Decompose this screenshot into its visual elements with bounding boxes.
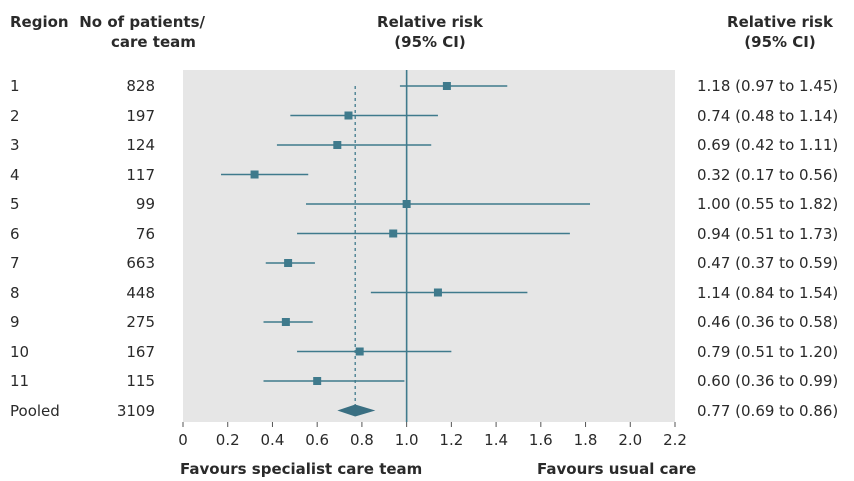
point-estimate-marker: [284, 259, 293, 267]
x-tick-label: 1.8: [574, 431, 598, 449]
x-tick-label: 1.6: [529, 431, 553, 449]
region-label: 4: [10, 165, 20, 184]
point-estimate-marker: [333, 141, 342, 149]
patient-count: 275: [126, 313, 155, 331]
plot-panel: [183, 70, 675, 422]
rr-ci-text: 1.14 (0.84 to 1.54): [697, 283, 839, 302]
patient-count: 167: [126, 342, 155, 361]
patient-count: 828: [126, 77, 155, 95]
x-tick-label: 1.0: [395, 431, 419, 449]
patient-count: 448: [126, 283, 155, 302]
rr-text-header-line1: Relative risk: [727, 13, 833, 31]
rr-ci-text: 0.74 (0.48 to 1.14): [697, 106, 839, 125]
rr-ci-text: 1.18 (0.97 to 1.45): [697, 77, 839, 95]
patients-header-line1: No of patients/: [79, 13, 205, 31]
patient-count: 117: [126, 165, 155, 184]
favours-right-label: Favours usual care: [537, 460, 697, 478]
rr-ci-text: 0.47 (0.37 to 0.59): [697, 254, 839, 272]
x-tick-label: 0.6: [305, 431, 329, 449]
rr-plot-header-line2: (95% CI): [394, 33, 466, 51]
rr-ci-text: 0.60 (0.36 to 0.99): [697, 372, 839, 390]
rr-plot-header-line1: Relative risk: [377, 13, 483, 31]
patients-header-line2: care team: [111, 33, 196, 51]
point-estimate-marker: [389, 229, 398, 238]
point-estimate-marker: [313, 377, 322, 385]
point-estimate-marker: [250, 170, 259, 179]
point-estimate-marker: [344, 111, 353, 120]
x-tick-label: 2.0: [618, 431, 642, 449]
x-tick-label: 1.2: [439, 431, 463, 449]
rr-text-header-line2: (95% CI): [744, 33, 816, 51]
x-tick-label: 0: [178, 431, 188, 449]
x-tick-label: 0.8: [350, 431, 374, 449]
rr-plot-header: Relative risk (95% CI): [360, 12, 500, 52]
region-label: 5: [10, 195, 20, 213]
rr-ci-text: 1.00 (0.55 to 1.82): [697, 195, 839, 213]
region-label: 8: [10, 283, 20, 302]
region-label: 7: [10, 254, 20, 272]
x-tick-label: 1.4: [484, 431, 508, 449]
region-label: 6: [10, 224, 20, 243]
patients-header: No of patients/ care team: [75, 12, 205, 52]
pooled-rr-ci-text: 0.77 (0.69 to 0.86): [697, 401, 839, 420]
x-tick-label: 0.2: [216, 431, 240, 449]
rr-ci-text: 0.94 (0.51 to 1.73): [697, 224, 839, 243]
x-tick-label: 2.2: [663, 431, 687, 449]
region-label: 10: [10, 342, 30, 361]
patient-count: 76: [135, 224, 155, 243]
patient-count: 124: [126, 136, 155, 154]
point-estimate-marker: [402, 200, 411, 208]
point-estimate-marker: [281, 318, 290, 326]
region-label: 3: [10, 136, 20, 154]
patient-count: 115: [126, 372, 155, 390]
patient-count: 197: [126, 106, 155, 125]
x-tick-label: 0.4: [261, 431, 285, 449]
point-estimate-marker: [355, 347, 364, 356]
pooled-diamond: [337, 404, 376, 417]
patient-count: 663: [126, 254, 155, 272]
pooled-patient-count: 3109: [116, 401, 155, 420]
region-label: 2: [10, 106, 20, 125]
patient-count: 99: [135, 195, 155, 213]
region-label: 1: [10, 77, 20, 95]
pooled-region-label: Pooled: [10, 401, 60, 420]
rr-text-header: Relative risk (95% CI): [710, 12, 850, 52]
point-estimate-marker: [433, 288, 442, 297]
favours-left-label: Favours specialist care team: [180, 460, 423, 478]
region-label: 11: [10, 372, 30, 390]
point-estimate-marker: [442, 82, 451, 90]
rr-ci-text: 0.69 (0.42 to 1.11): [697, 136, 839, 154]
rr-ci-text: 0.32 (0.17 to 0.56): [697, 165, 839, 184]
rr-ci-text: 0.46 (0.36 to 0.58): [697, 313, 839, 331]
rr-ci-text: 0.79 (0.51 to 1.20): [697, 342, 839, 361]
region-header: Region: [10, 13, 69, 31]
region-label: 9: [10, 313, 20, 331]
